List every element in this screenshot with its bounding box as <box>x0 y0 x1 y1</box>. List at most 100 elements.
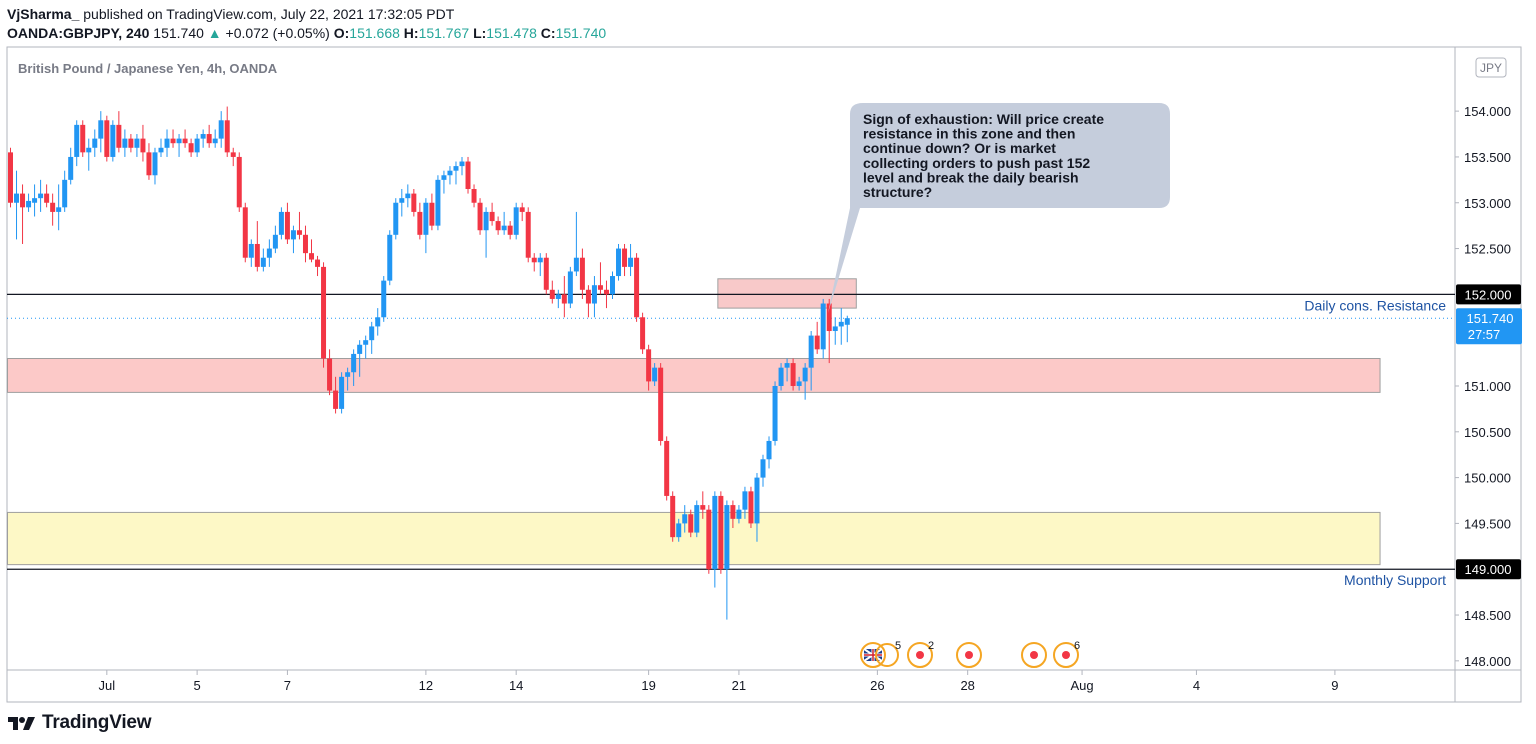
economic-event-dot-icon[interactable]: 2 <box>907 640 934 668</box>
candle <box>784 358 790 382</box>
monthly-support-zone[interactable] <box>7 511 1381 566</box>
currency-badge[interactable]: JPY <box>1475 57 1507 78</box>
economic-event-dot-icon[interactable]: 6 <box>1053 640 1080 668</box>
candle <box>543 253 549 295</box>
close-label: C: <box>540 25 556 41</box>
candle <box>321 262 327 368</box>
candle <box>634 253 640 322</box>
callout-text-line: continue down? Or is market <box>863 140 1056 156</box>
low-label: L: <box>473 25 487 41</box>
callout-bubble <box>828 103 1170 313</box>
daily-resistance-line-badge-text: 152.000 <box>1465 287 1512 302</box>
last-price: 151.740 <box>153 25 204 41</box>
candle <box>74 120 80 167</box>
economic-event-dot-icon[interactable] <box>1021 642 1047 668</box>
price-change: +0.072 (+0.05%) <box>225 25 330 41</box>
candle <box>182 129 188 148</box>
x-tick-label: 28 <box>960 678 974 693</box>
candle <box>399 189 405 217</box>
candle <box>646 344 652 391</box>
candle <box>477 198 483 235</box>
candle <box>682 505 688 533</box>
symbol-label: OANDA:GBPJPY, 240 <box>7 25 150 41</box>
currency-badge-label: JPY <box>1480 61 1502 75</box>
candle <box>610 271 615 299</box>
x-tick-label: 26 <box>870 678 884 693</box>
candle <box>110 120 116 162</box>
candle <box>32 184 38 217</box>
symbol-info: OANDA:GBPJPY, 240 151.740 ▲ +0.072 (+0.0… <box>7 25 606 41</box>
open-value: 151.668 <box>349 25 400 41</box>
candle <box>128 134 134 153</box>
candle <box>44 184 50 208</box>
candle <box>260 248 266 272</box>
exhaustion-callout[interactable]: Sign of exhaustion: Will price createres… <box>828 103 1170 313</box>
candle <box>820 298 826 359</box>
event-count: 2 <box>928 640 934 652</box>
candle <box>254 221 260 272</box>
candle <box>567 266 573 309</box>
candle <box>266 239 272 267</box>
economic-event-uk-flag-icon[interactable]: 5 <box>860 640 901 668</box>
candle <box>628 243 634 277</box>
x-tick-label: 7 <box>284 678 291 693</box>
candle <box>290 225 296 254</box>
candle <box>345 367 351 391</box>
daily-resistance-line-label: Daily cons. Resistance <box>1304 297 1446 313</box>
candle <box>116 111 122 153</box>
economic-event-dot-icon[interactable] <box>956 642 982 668</box>
candle <box>435 175 441 231</box>
candle <box>423 198 429 254</box>
candle <box>640 312 646 354</box>
candle <box>706 505 712 574</box>
callout-text-line: collecting orders to push past 152 <box>863 155 1090 171</box>
candle <box>14 170 20 240</box>
candle <box>176 134 182 157</box>
x-tick-label: 9 <box>1331 678 1338 693</box>
candle <box>188 138 194 157</box>
y-tick-label: 150.000 <box>1464 471 1511 486</box>
author-name[interactable]: VjSharma_ <box>7 6 80 22</box>
candle <box>212 129 218 148</box>
resistance-zone-small[interactable] <box>717 278 857 309</box>
candle <box>513 202 519 240</box>
tradingview-logo-icon <box>8 717 35 730</box>
candle <box>224 106 230 157</box>
x-tick-label: 5 <box>194 678 201 693</box>
candle <box>465 156 471 194</box>
candle <box>453 161 459 185</box>
candle <box>489 202 495 226</box>
candle <box>754 473 760 542</box>
candle <box>417 202 423 240</box>
candle <box>302 225 308 263</box>
candle <box>140 124 146 162</box>
candle <box>20 184 26 244</box>
candle <box>387 230 393 286</box>
tradingview-footer[interactable]: TradingView <box>8 712 152 734</box>
y-tick-label: 151.000 <box>1464 379 1511 394</box>
support-resistance-zone[interactable] <box>7 358 1381 393</box>
candle <box>555 289 561 309</box>
callout-text-line: structure? <box>863 184 932 200</box>
candle <box>411 189 417 217</box>
high-label: H: <box>403 25 419 41</box>
candle <box>441 170 447 194</box>
monthly-support-line-badge-text: 149.000 <box>1465 562 1512 577</box>
y-tick-label: 152.500 <box>1464 242 1511 257</box>
candle <box>585 285 591 318</box>
candle <box>272 225 278 254</box>
candle <box>339 372 345 414</box>
candle <box>718 491 724 574</box>
candle <box>447 166 453 185</box>
candle <box>561 276 567 318</box>
candle <box>381 276 387 322</box>
candle <box>206 124 212 148</box>
candle <box>50 193 56 226</box>
candle <box>248 239 254 267</box>
x-tick-label: 12 <box>419 678 433 693</box>
x-tick-label: Jul <box>99 678 116 693</box>
candle <box>501 211 507 235</box>
candle <box>525 207 531 263</box>
